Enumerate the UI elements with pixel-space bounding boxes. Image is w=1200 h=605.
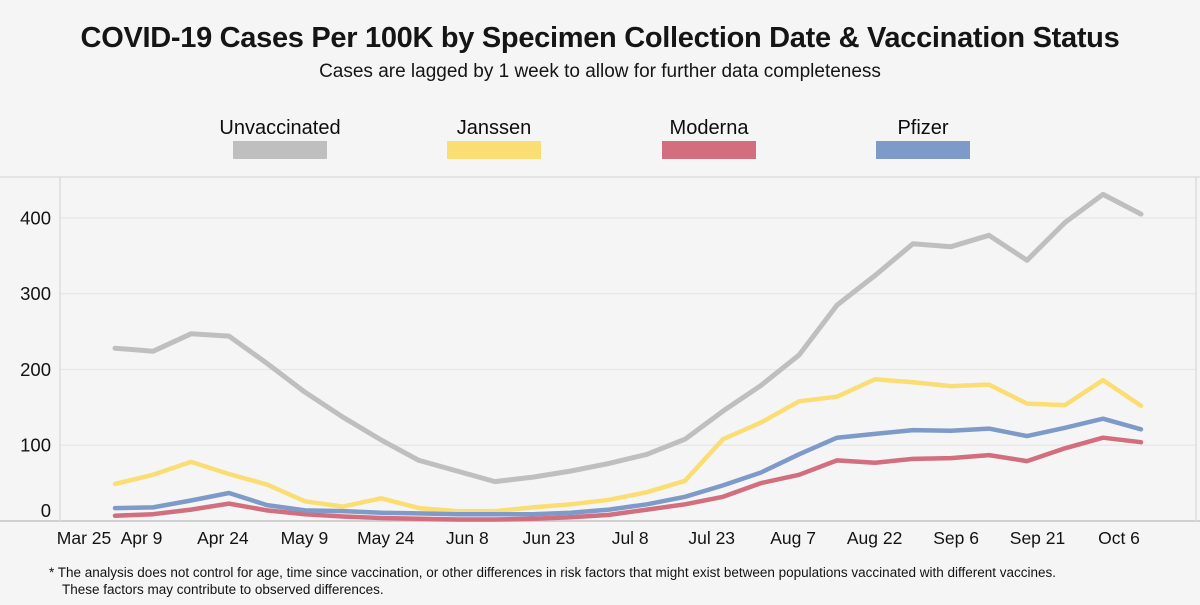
- legend-label: Pfizer: [897, 117, 949, 139]
- y-tick-label-200: 200: [20, 359, 51, 380]
- x-tick-label-10: Aug 22: [847, 528, 902, 548]
- footnote-line-1: * The analysis does not control for age,…: [49, 565, 1057, 580]
- series-line-pfizer: [112, 416, 1144, 517]
- chart-subtitle: Cases are lagged by 1 week to allow for …: [319, 61, 881, 82]
- legend-item-pfizer: Pfizer: [833, 117, 1013, 159]
- x-tick-label-11: Sep 6: [933, 528, 979, 548]
- x-tick-label-3: May 9: [281, 528, 329, 548]
- legend-swatch: [233, 141, 327, 159]
- x-tick-label-1: Apr 9: [121, 528, 163, 548]
- legend-item-moderna: Moderna: [619, 117, 799, 159]
- x-tick-label-5: Jun 8: [446, 528, 489, 548]
- legend-swatch: [876, 141, 970, 159]
- x-tick-label-4: May 24: [357, 528, 415, 548]
- series-line-unvaccinated: [112, 191, 1144, 485]
- legend-label: Unvaccinated: [219, 117, 341, 139]
- footnote: * The analysis does not control for age,…: [49, 564, 1189, 598]
- y-tick-label-300: 300: [20, 283, 51, 304]
- footnote-line-2: These factors may contribute to observed…: [62, 582, 384, 597]
- legend-item-janssen: Janssen: [404, 117, 584, 159]
- legend-item-unvaccinated: Unvaccinated: [190, 117, 370, 159]
- y-tick-label-400: 400: [20, 207, 51, 228]
- series-line-janssen: [112, 377, 1144, 514]
- legend-label: Janssen: [456, 117, 532, 139]
- chart-title: COVID-19 Cases Per 100K by Specimen Coll…: [80, 22, 1120, 54]
- x-tick-label-6: Jun 23: [523, 528, 576, 548]
- legend-swatch: [662, 141, 756, 159]
- y-tick-label-0: 0: [41, 500, 51, 521]
- legend-label: Moderna: [669, 117, 749, 139]
- x-tick-label-7: Jul 8: [612, 528, 649, 548]
- series-line-moderna: [112, 435, 1144, 522]
- x-tick-label-8: Jul 23: [688, 528, 735, 548]
- legend: Unvaccinated Janssen Moderna Pfizer: [0, 117, 1200, 161]
- x-tick-label-13: Oct 6: [1098, 528, 1140, 548]
- x-tick-label-9: Aug 7: [770, 528, 816, 548]
- y-tick-label-100: 100: [20, 435, 51, 456]
- x-tick-label-12: Sep 21: [1010, 528, 1065, 548]
- x-tick-label-0: Mar 25: [57, 528, 111, 548]
- legend-swatch: [447, 141, 541, 159]
- x-tick-label-2: Apr 24: [197, 528, 249, 548]
